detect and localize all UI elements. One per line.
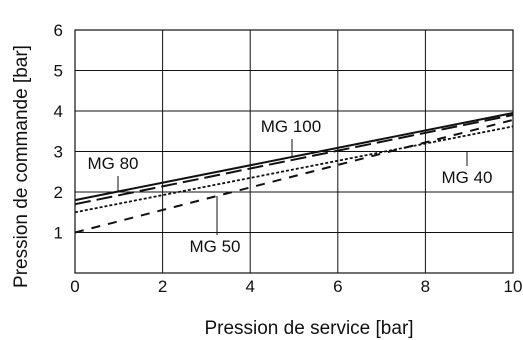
series-lines xyxy=(74,112,514,234)
y-tick-label: 6 xyxy=(54,21,63,40)
series-label-mg-50: MG 50 xyxy=(189,237,240,256)
y-tick-label: 1 xyxy=(54,224,63,243)
series-label-mg-80: MG 80 xyxy=(87,154,138,173)
x-tick-label: 6 xyxy=(333,277,342,296)
y-tick-label: 3 xyxy=(54,143,63,162)
series-line-mg-80 xyxy=(74,114,514,206)
x-tick-label: 0 xyxy=(70,277,79,296)
series-line-mg-50 xyxy=(74,118,514,234)
y-tick-label: 4 xyxy=(54,102,63,121)
y-axis-title: Pression de commande [bar] xyxy=(11,45,32,288)
y-tick-label: 2 xyxy=(54,183,63,202)
x-tick-label: 8 xyxy=(421,277,430,296)
x-tick-label: 4 xyxy=(245,277,254,296)
series-line-mg-40 xyxy=(74,125,514,214)
x-tick-label: 10 xyxy=(504,277,523,296)
y-tick-label: 5 xyxy=(54,62,63,81)
x-axis-title: Pression de service [bar] xyxy=(204,318,413,339)
series-line-mg-100 xyxy=(74,112,514,202)
series-labels: MG 100 MG 80 MG 40 MG 50 xyxy=(87,117,492,256)
series-label-mg-40: MG 40 xyxy=(441,168,492,187)
series-label-mg-100: MG 100 xyxy=(261,117,321,136)
x-tick-label: 2 xyxy=(158,277,167,296)
grid xyxy=(74,29,514,274)
